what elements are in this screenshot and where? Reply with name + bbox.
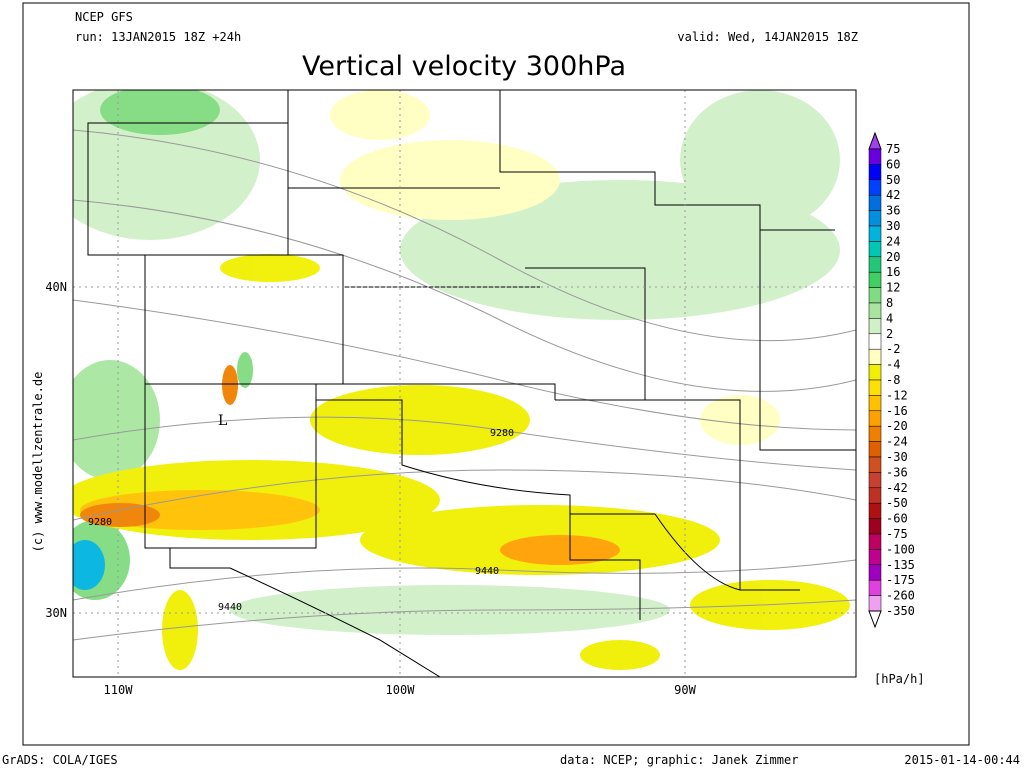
colorbar-label: 4 [886,311,893,325]
colorbar-box [868,241,882,258]
footer-center: data: NCEP; graphic: Janek Zimmer [560,753,798,767]
colorbar-box [868,472,882,489]
footer-right: 2015-01-14-00:44 [904,753,1020,767]
colorbar-label: 12 [886,281,900,295]
lon-label: 100W [386,683,416,697]
colorbar-box [868,441,882,458]
colorbar-box [868,595,882,612]
colorbar-label: -16 [886,404,908,418]
colorbar-label: 30 [886,219,900,233]
colorbar-box [868,179,882,196]
colorbar-label: -24 [886,435,908,449]
colorbar-label: -20 [886,419,908,433]
colorbar-box [868,148,882,165]
model: NCEP GFS [75,10,133,24]
frame [22,2,970,746]
low-marker: L [218,413,227,429]
colorbar-label: 75 [886,142,900,156]
colorbar-label: 24 [886,234,900,248]
colorbar: 75605042363024201612842-2-4-8-12-16-20-2… [868,131,915,629]
colorbar-box [868,549,882,566]
colorbar-box [868,271,882,288]
colorbar-label: -4 [886,358,900,372]
colorbar-label: -50 [886,496,908,510]
colorbar-tip [868,610,882,629]
unit: [hPa/h] [874,672,925,686]
colorbar-label: -2 [886,342,900,356]
colorbar-box [868,256,882,273]
colorbar-label: -42 [886,481,908,495]
colorbar-label: 8 [886,296,893,310]
valid: valid: Wed, 14JAN2015 18Z [677,30,858,44]
footer-left: GrADS: COLA/IGES [2,753,118,767]
colorbar-label: 36 [886,204,900,218]
colorbar-label: -60 [886,512,908,526]
colorbar-label: -135 [886,558,915,572]
colorbar-label: 16 [886,265,900,279]
lon-label: 110W [104,683,134,697]
colorbar-label: -12 [886,388,908,402]
colorbar-label: 20 [886,250,900,264]
contour-label: 9440 [218,602,242,613]
lat-label: 40N [45,280,67,294]
lat-label: 30N [45,606,67,620]
colorbar-box [868,164,882,181]
title: Vertical velocity 300hPa [302,51,626,82]
colorbar-box [868,364,882,381]
colorbar-label: -8 [886,373,900,387]
colorbar-box [868,210,882,227]
colorbar-box [868,333,882,350]
colorbar-box [868,487,882,504]
colorbar-label: -260 [886,589,915,603]
colorbar-label: -36 [886,465,908,479]
colorbar-label: -100 [886,542,915,556]
colorbar-box [868,302,882,319]
colorbar-box [868,379,882,396]
colorbar-box [868,287,882,304]
colorbar-box [868,564,882,581]
colorbar-box [868,425,882,442]
colorbar-box [868,318,882,335]
contour-label: 9280 [88,517,112,528]
colorbar-box [868,579,882,596]
map: 9280 9280 9440 9440 L [73,90,856,677]
colorbar-label: 60 [886,157,900,171]
lon-label: 90W [674,683,696,697]
map-border [72,89,857,678]
colorbar-box [868,533,882,550]
colorbar-box [868,395,882,412]
colorbar-label: -75 [886,527,908,541]
colorbar-label: -30 [886,450,908,464]
run: run: 13JAN2015 18Z +24h [75,30,241,44]
contour-label: 9440 [475,566,499,577]
colorbar-box [868,456,882,473]
colorbar-box [868,194,882,211]
colorbar-box [868,225,882,242]
watermark: (c) www.modellzentrale.de [31,372,45,553]
contour-label: 9280 [490,428,514,439]
colorbar-label: 42 [886,188,900,202]
colorbar-label: -175 [886,573,915,587]
colorbar-box [868,502,882,519]
colorbar-box [868,348,882,365]
colorbar-label: 50 [886,173,900,187]
colorbar-label: 2 [886,327,893,341]
colorbar-box [868,410,882,427]
colorbar-box [868,518,882,535]
colorbar-tip [868,131,882,150]
colorbar-label: -350 [886,604,915,618]
